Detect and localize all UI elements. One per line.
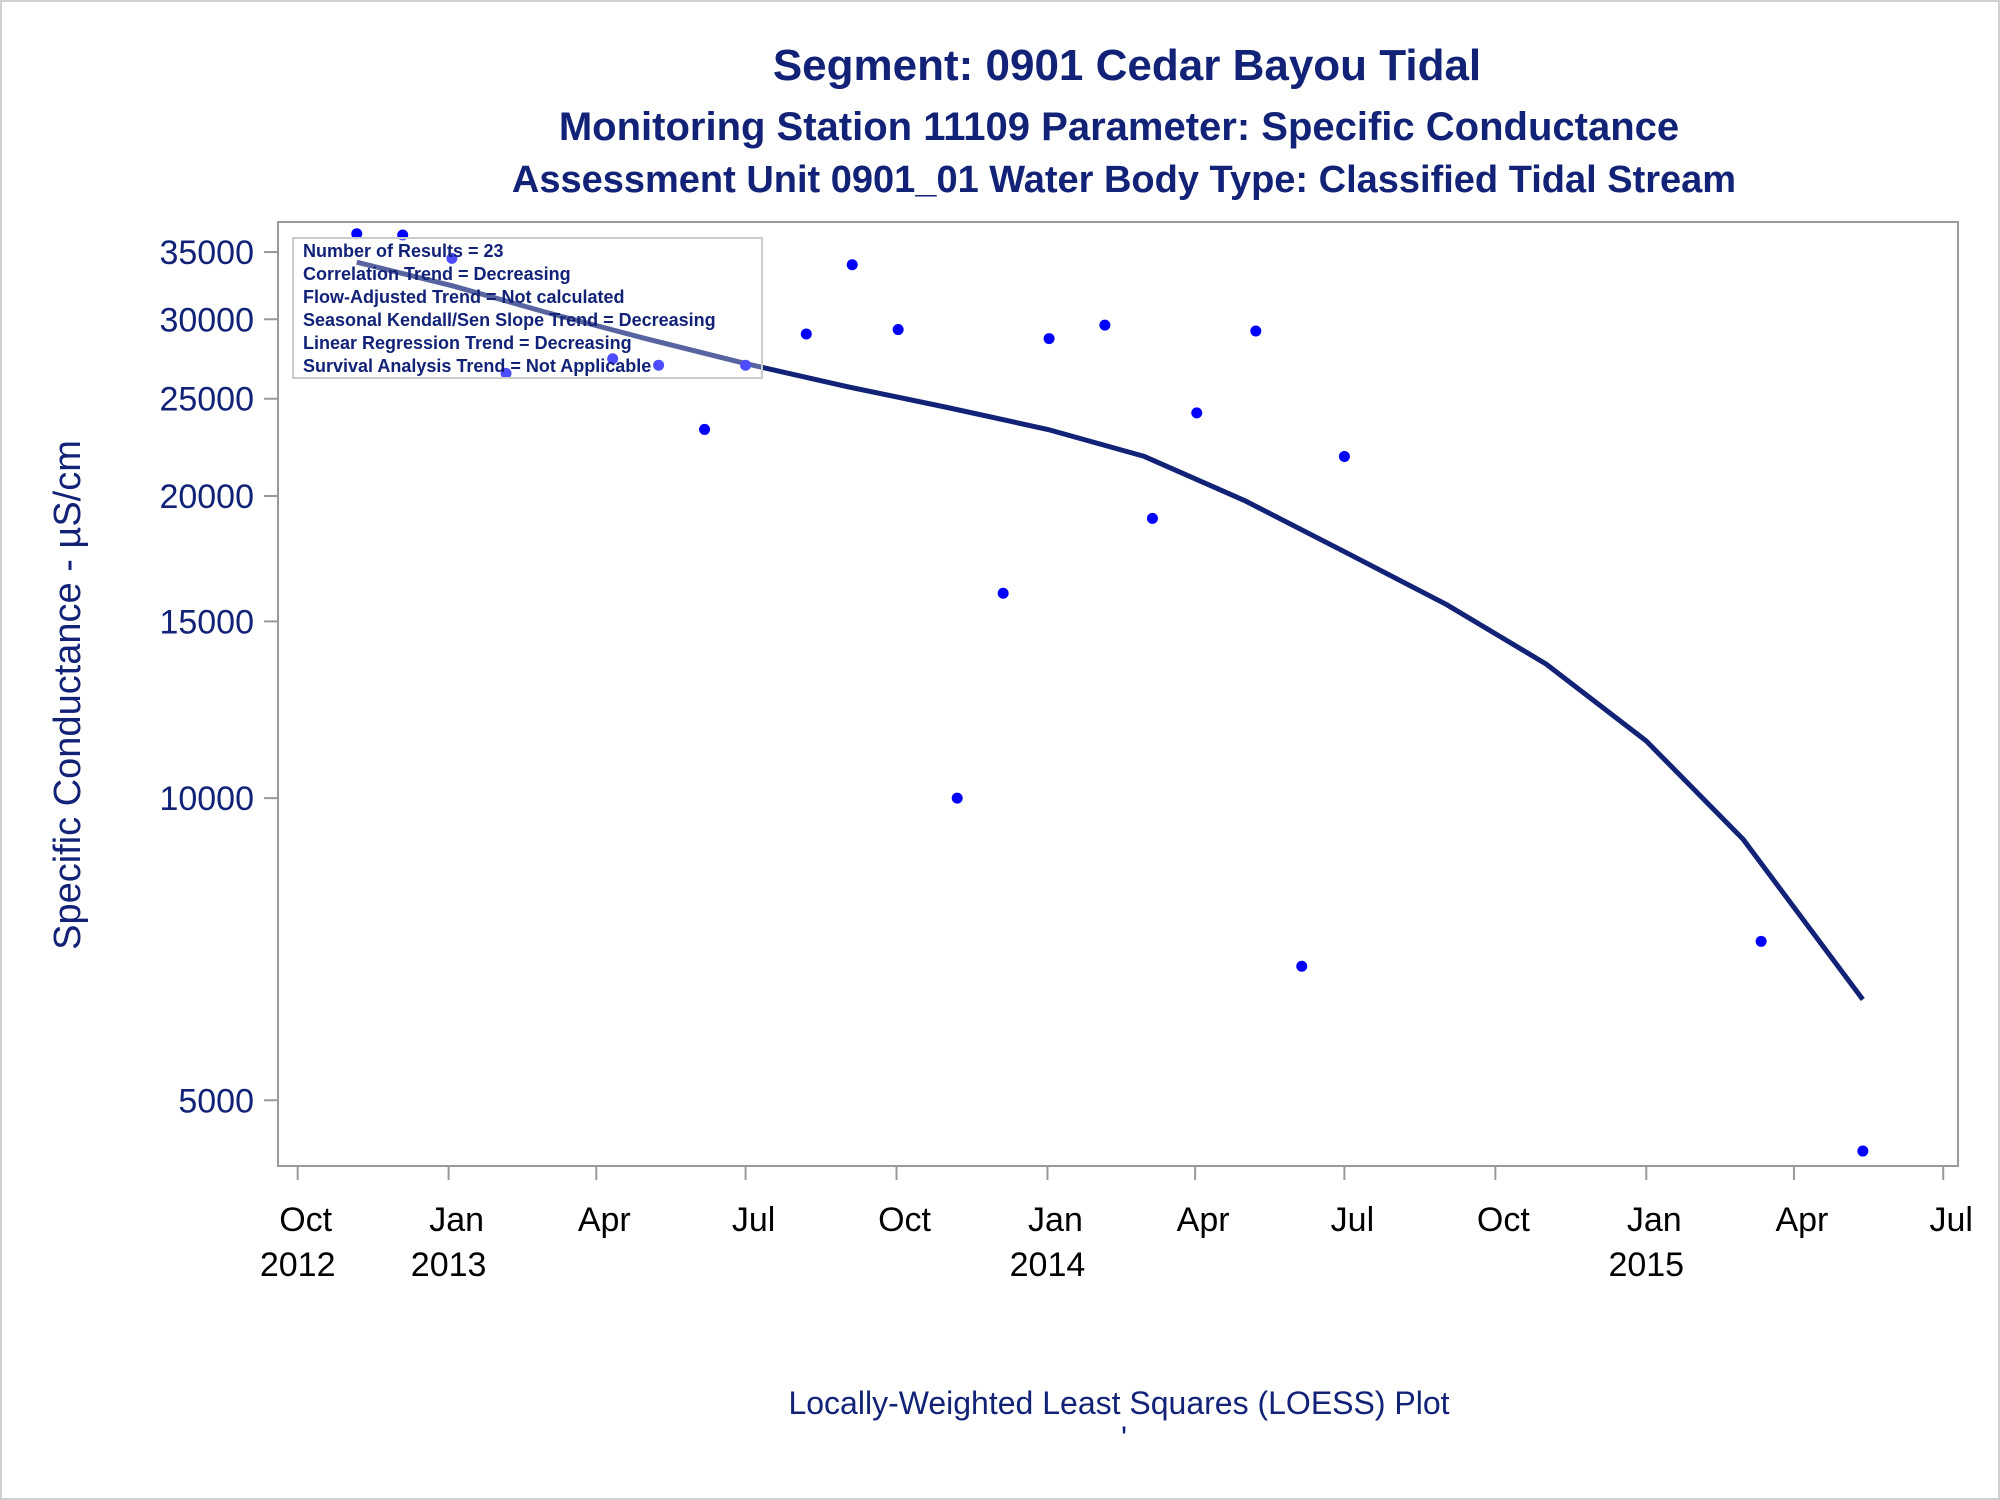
x-tick-label: Oct [279,1201,332,1239]
y-tick-label: 10000 [159,780,254,818]
data-point [607,353,619,365]
data-point [446,252,458,264]
x-tick-label: Apr [1775,1201,1828,1239]
x-tick-year-label: 2013 [411,1246,487,1284]
data-point [500,367,512,379]
y-tick-label: 15000 [159,603,254,641]
data-point [1857,1145,1869,1157]
y-axis-label: Specific Conductance - µS/cm [47,440,89,950]
stats-line-correlation: Correlation Trend = Decreasing [303,264,571,284]
x-tick-label: Jul [732,1201,775,1239]
footnote: Locally-Weighted Least Squares (LOESS) P… [788,1385,1449,1421]
x-tick-label: Jan [1028,1201,1083,1239]
chart-subtitle-2: Assessment Unit 0901_01 Water Body Type:… [512,159,1736,201]
data-point [699,423,711,435]
x-tick-label: Jul [1331,1201,1374,1239]
stats-box-border [292,237,763,379]
chart-title: Segment: 0901 Cedar Bayou Tidal [773,41,1481,90]
x-tick-label: Jul [1930,1201,1973,1239]
y-tick-label: 35000 [159,234,254,272]
data-point [1043,333,1055,345]
plot-area [277,221,1959,1167]
data-point [653,359,665,371]
data-point [351,228,363,240]
y-tick-label: 20000 [159,478,254,516]
x-tick-year-label: 2014 [1010,1246,1086,1284]
data-point [1099,319,1111,331]
stats-line-results: Number of Results = 23 [303,241,504,261]
x-tick-label: Apr [578,1201,631,1239]
stats-line-linear-regression: Linear Regression Trend = Decreasing [303,333,632,353]
stats-line-seasonal-kendall: Seasonal Kendall/Sen Slope Trend = Decre… [303,310,716,330]
data-point [892,324,904,336]
stats-line-survival: Survival Analysis Trend = Not Applicable [303,356,651,376]
y-axis: 5000 10000 15000 20000 25000 30000 35000 [159,234,278,1120]
x-tick-year-label: 2015 [1608,1246,1684,1284]
data-point [846,259,858,271]
data-point [800,328,812,340]
data-point [951,792,963,804]
y-tick-label: 5000 [178,1082,254,1120]
x-tick-label: Apr [1177,1201,1230,1239]
data-point [740,359,752,371]
stats-line-flow-adjusted: Flow-Adjusted Trend = Not calculated [303,287,625,307]
y-tick-label: 30000 [159,301,254,339]
x-tick-label: Jan [1627,1201,1682,1239]
data-point [1296,960,1308,972]
data-point [1146,512,1158,524]
chart-subtitle: Monitoring Station 11109 Parameter: Spec… [559,105,1679,149]
loess-line-layer [356,259,1865,1001]
data-point [997,587,1009,599]
loess-trend-line [356,259,1865,1001]
data-point [1755,935,1767,947]
x-tick-year-label: 2012 [260,1246,336,1284]
footnote-mark: ' [1121,1420,1127,1456]
y-tick-label: 25000 [159,381,254,419]
x-axis: Oct 2012 Jan 2013 Apr Jul Oct Jan 2014 Apr Jul Oct J… [260,1166,1973,1284]
data-point [1191,407,1203,419]
x-tick-label: Oct [1477,1201,1530,1239]
x-tick-label: Oct [878,1201,931,1239]
data-point [1250,325,1262,337]
x-tick-label: Jan [429,1201,484,1239]
stats-box: Number of Results = 23 Correlation Trend… [292,237,763,379]
data-point [1338,450,1350,462]
